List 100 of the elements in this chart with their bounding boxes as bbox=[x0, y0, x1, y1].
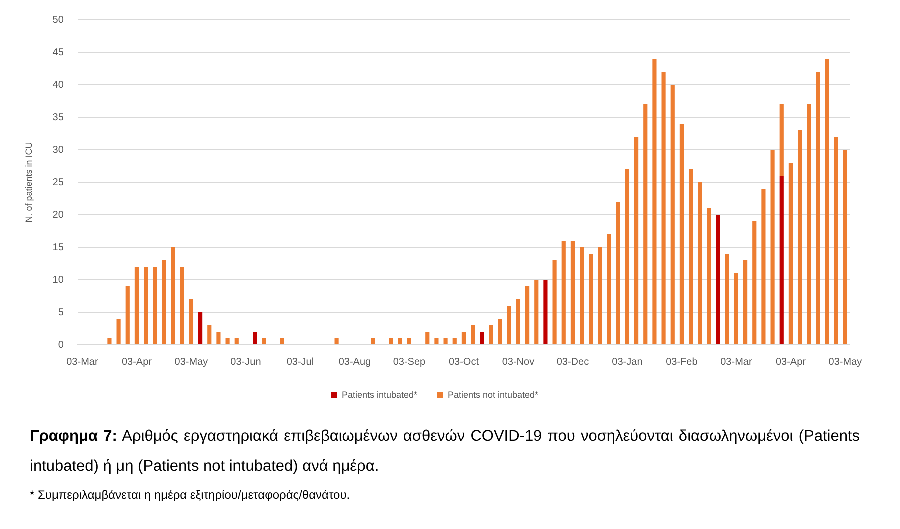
bar bbox=[770, 150, 775, 344]
y-tick-label: 10 bbox=[52, 274, 64, 286]
x-tick-label: 03-Jan bbox=[612, 356, 643, 368]
text: Γραφημα 7: Αριθμός εργαστηριακά επιβεβαιωμένων ασθενών COVID-19 που νοσηλεύονται διασωληνωμένοι (Patients intubated) ή μη (Patients not intubated) ανά ημέρα. bbox=[30, 427, 860, 477]
bar bbox=[444, 338, 448, 344]
x-tick-label: 03-Apr bbox=[776, 356, 807, 368]
x-tick-label: 03-Apr bbox=[122, 356, 153, 368]
bar bbox=[670, 85, 675, 344]
bar bbox=[544, 280, 548, 344]
bar bbox=[371, 338, 376, 344]
bar bbox=[689, 170, 694, 344]
x-tick-label: 03-Aug bbox=[338, 356, 372, 368]
bar bbox=[144, 267, 148, 344]
bar bbox=[407, 338, 412, 344]
bar bbox=[607, 234, 612, 344]
bar bbox=[171, 248, 176, 344]
y-axis-title: N. of patients in ICU bbox=[24, 142, 34, 223]
bar bbox=[280, 338, 284, 344]
bar bbox=[534, 280, 539, 344]
bar bbox=[698, 182, 702, 344]
y-tick-label: 50 bbox=[52, 14, 64, 26]
x-tick-label: 03-May bbox=[828, 356, 862, 368]
bar bbox=[716, 215, 720, 344]
bar bbox=[134, 267, 140, 344]
bar bbox=[552, 260, 557, 344]
bar bbox=[498, 319, 502, 344]
x-tick-label: 03-Oct bbox=[448, 356, 480, 368]
y-tick-label: 20 bbox=[52, 210, 64, 221]
bar bbox=[725, 254, 730, 344]
x-tick-label: 03-May bbox=[174, 356, 208, 368]
bar bbox=[834, 137, 838, 344]
x-tick-label: 03-Jul bbox=[286, 356, 314, 368]
x-tick-label: 03-Jun bbox=[230, 356, 262, 368]
x-tick-label: 03-Dec bbox=[556, 356, 590, 368]
bar bbox=[452, 338, 457, 344]
bar bbox=[616, 202, 620, 344]
bar bbox=[234, 338, 239, 344]
y-tick-label: 0 bbox=[58, 340, 64, 351]
bar bbox=[226, 338, 230, 344]
bar bbox=[825, 59, 830, 344]
bar bbox=[625, 170, 630, 344]
bar bbox=[634, 137, 639, 344]
bar bbox=[598, 248, 602, 344]
bar bbox=[780, 104, 784, 176]
bar bbox=[198, 312, 203, 344]
bar bbox=[116, 319, 121, 344]
bar bbox=[707, 208, 712, 344]
x-tick-label: 03-Mar bbox=[720, 356, 753, 368]
y-tick-label: 35 bbox=[52, 112, 64, 124]
bar bbox=[589, 254, 594, 344]
bar bbox=[253, 332, 258, 344]
bar bbox=[162, 260, 166, 344]
bar bbox=[570, 241, 576, 344]
bar bbox=[507, 306, 512, 344]
y-tick-label: 25 bbox=[52, 177, 64, 188]
bar bbox=[108, 338, 112, 344]
bar bbox=[788, 163, 794, 344]
x-tick-label: 03-Mar bbox=[66, 356, 99, 368]
bar bbox=[208, 326, 212, 344]
bar bbox=[562, 241, 566, 344]
bar bbox=[153, 267, 158, 344]
bar bbox=[580, 248, 584, 344]
bar bbox=[816, 72, 820, 344]
x-tick-label: 03-Sep bbox=[393, 356, 426, 368]
bar bbox=[644, 104, 648, 344]
bar bbox=[426, 332, 430, 344]
bar bbox=[680, 124, 684, 344]
bar bbox=[262, 338, 266, 344]
y-tick-label: 40 bbox=[52, 80, 64, 91]
bar bbox=[843, 150, 848, 344]
y-tick-label: 30 bbox=[52, 144, 64, 156]
bar bbox=[807, 104, 812, 344]
bar bbox=[734, 274, 739, 344]
bar bbox=[489, 326, 494, 344]
bar bbox=[762, 189, 766, 344]
y-tick-label: 15 bbox=[52, 242, 64, 254]
legend-label: Patients intubated* bbox=[342, 390, 418, 400]
bar bbox=[389, 338, 394, 344]
bar bbox=[526, 286, 530, 344]
bar bbox=[434, 338, 439, 344]
bar bbox=[334, 338, 339, 344]
legend-label: Patients not intubated* bbox=[448, 390, 540, 400]
bar bbox=[480, 332, 484, 344]
y-tick-label: 5 bbox=[58, 307, 64, 318]
y-tick-label: 45 bbox=[52, 47, 64, 58]
bar bbox=[462, 332, 466, 344]
x-tick-label: 03-Nov bbox=[502, 356, 535, 368]
bar bbox=[780, 176, 784, 344]
bar bbox=[662, 72, 666, 344]
bar bbox=[180, 267, 184, 344]
x-tick-label: 03-Feb bbox=[666, 356, 698, 368]
bar bbox=[471, 326, 476, 344]
bar bbox=[744, 260, 748, 344]
bar bbox=[216, 332, 221, 344]
bar bbox=[516, 300, 521, 344]
bar bbox=[126, 286, 130, 344]
bar bbox=[798, 130, 802, 344]
text: * Συμπεριλαμβάνεται η ημέρα εξιτηρίου/μεταφοράς/θανάτου. bbox=[30, 488, 350, 502]
bar bbox=[398, 338, 402, 344]
bar bbox=[189, 300, 194, 344]
